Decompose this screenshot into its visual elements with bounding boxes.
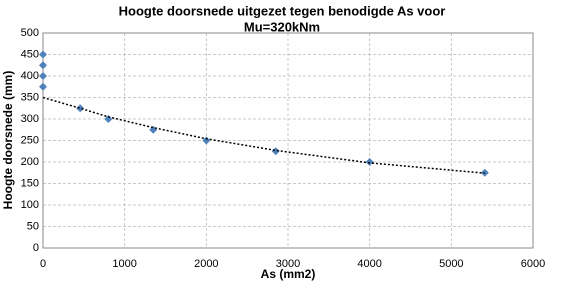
x-axis-title: As (mm2) — [261, 267, 316, 281]
x-tick-label: 6000 — [521, 258, 545, 270]
data-point — [202, 136, 211, 145]
y-tick-label: 0 — [33, 242, 39, 254]
chart-title: Hoogte doorsnede uitgezet tegen benodigd… — [119, 3, 446, 18]
x-tick-label: 2000 — [194, 258, 218, 270]
y-tick-label: 100 — [21, 199, 39, 211]
data-point — [104, 115, 113, 123]
data-point — [149, 125, 158, 134]
plot-frame — [42, 32, 534, 249]
data-point — [365, 158, 374, 166]
y-tick-label: 450 — [21, 48, 39, 60]
x-tick-label: 5000 — [439, 258, 463, 270]
y-axis-title: Hoogte doorsnede (mm) — [1, 71, 15, 210]
y-tick-label: 300 — [21, 113, 39, 125]
x-tick-label: 0 — [40, 258, 46, 270]
data-point — [76, 104, 85, 113]
data-point — [39, 61, 47, 70]
y-tick-label: 400 — [21, 70, 39, 82]
y-tick-label: 150 — [21, 177, 39, 189]
x-tick-label: 3000 — [276, 258, 300, 270]
y-tick-label: 250 — [21, 134, 39, 146]
data-point — [39, 72, 47, 80]
x-tick-label: 4000 — [357, 258, 381, 270]
y-tick-label: 500 — [21, 27, 39, 39]
y-tick-label: 200 — [21, 156, 39, 168]
trend-line — [42, 96, 485, 174]
x-tick-label: 1000 — [112, 258, 136, 270]
y-tick-label: 350 — [21, 91, 39, 103]
y-tick-label: 50 — [27, 220, 39, 232]
data-point — [39, 50, 47, 59]
data-point — [39, 82, 47, 91]
data-point — [271, 147, 280, 156]
chart-subtitle: Mu=320kNm — [244, 19, 320, 34]
